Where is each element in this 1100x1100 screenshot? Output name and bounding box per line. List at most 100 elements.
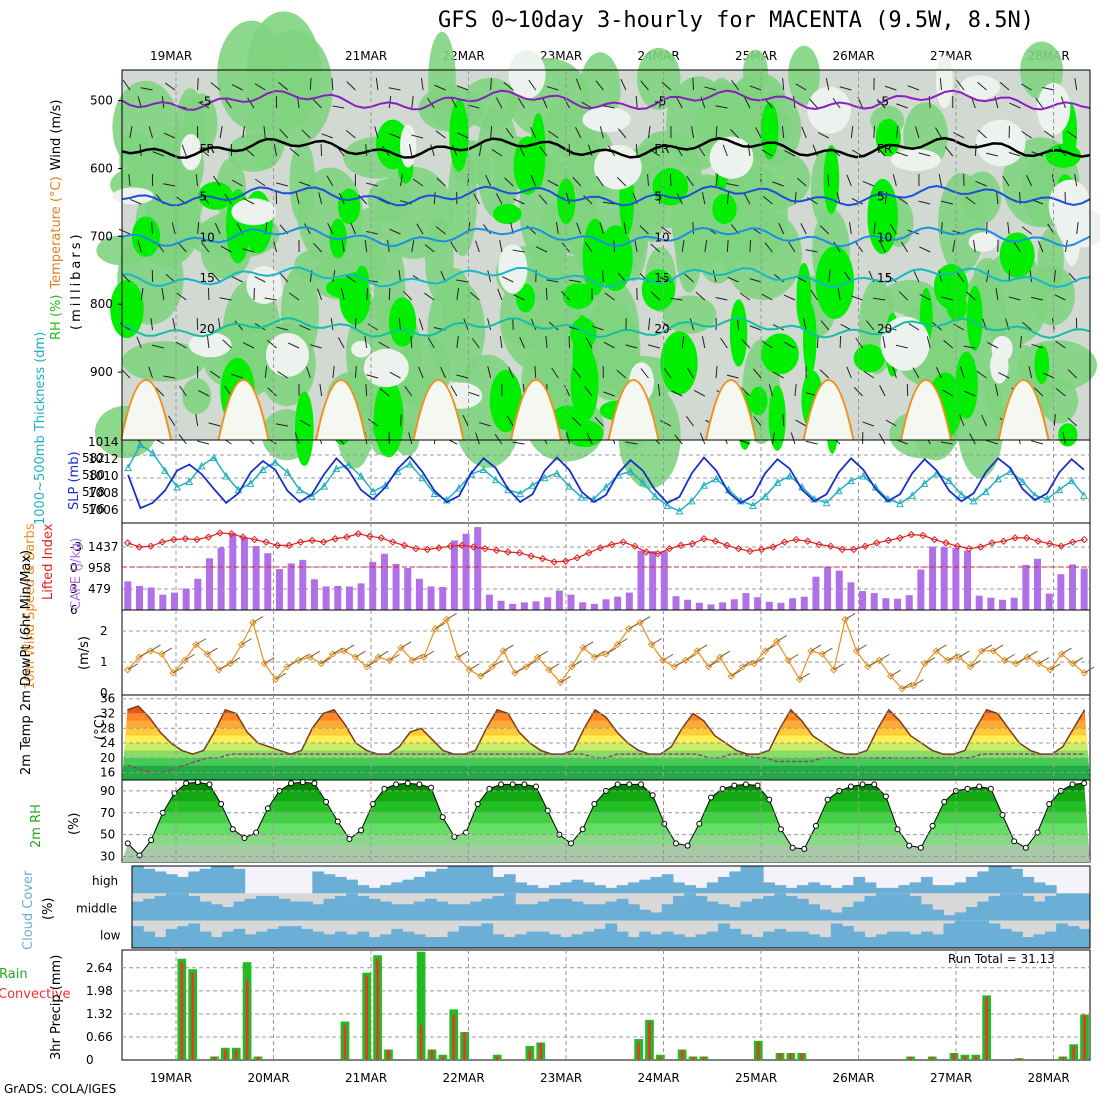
wind-barb-10m [548,663,560,671]
cloud-bar [210,866,223,894]
li-point [1057,542,1065,550]
cloud-bar [391,904,403,921]
wind-barb [661,81,672,91]
wind-barb [485,174,492,187]
cloud-bar [605,901,618,921]
temp-band [122,684,1090,699]
wind-barb [1021,130,1032,139]
cloud-bar [1033,882,1046,894]
li-point [1045,540,1054,548]
wind-barb [788,241,796,253]
cape-bar [567,594,575,610]
wind-barb [695,291,706,301]
rh-point [976,783,983,790]
wind-barb [956,272,965,283]
wind-barb [198,390,210,397]
cloud-bar [571,901,584,921]
rh-contour-high [999,232,1035,278]
wind-barb [849,222,852,235]
wind-barb [326,175,334,187]
isotherm-line [121,136,1091,159]
rh-contour-high [660,331,698,395]
wind-barb [995,288,999,301]
wind-barb [140,87,153,91]
wind-barb [882,336,886,349]
cape-bar [264,553,272,610]
wind-barb [846,174,852,187]
wind-barb [819,369,830,379]
wind-barb-10m [719,650,731,658]
thickness-point [687,496,696,505]
cape-bar [660,551,668,610]
wind-barb [647,173,649,187]
wind-barb [365,143,368,157]
wind-barb [340,288,345,301]
wind-tick: 1 [100,655,108,669]
cloud-bar [312,931,325,948]
rh-contour-high [966,285,983,351]
isotherm-label: 20 [877,322,892,336]
wind-barb [953,323,965,331]
wind-barb-10m [1061,647,1072,655]
wind-barb [490,125,493,139]
wind-barb [801,126,807,139]
li-point [147,542,155,550]
wind-barb [487,270,492,283]
rh-point [824,796,831,803]
thickness-tick: 582 [82,451,105,465]
cape-bar [882,598,890,610]
cloud-bar [199,901,212,921]
rh-contour-mid [119,131,151,191]
wind-barb [513,198,525,205]
wind-barb [136,336,142,349]
cloud-bar [132,901,144,921]
cape-bar [275,569,283,610]
wind-barb [907,85,920,91]
wind-barb [634,240,638,253]
wind-barb [862,421,875,427]
wind-barb [976,370,987,379]
wind-barb [986,270,990,283]
cloud-bar [819,885,832,894]
thickness-point [344,460,353,469]
cloud-bar [244,934,257,948]
wind-barb [1007,222,1010,235]
wind-barb-10m [172,666,184,674]
slp-tick: 1010 [88,469,119,483]
wind-barb [896,103,908,109]
pressure-tick: 900 [90,365,113,379]
wind-barb-10m [537,650,548,658]
wind-barb [603,391,615,397]
temp-line [127,705,1086,755]
wind-barb [365,383,368,397]
wind-barb [434,84,446,91]
rh-band [122,823,1090,835]
cloud-bar [1044,896,1057,921]
thickness-point [822,498,831,507]
cape-bar [614,596,622,610]
wind-barb [850,126,854,139]
li-point [861,542,869,550]
rh-point [847,783,854,790]
cloud-bar [278,926,291,948]
rh-point [649,792,656,799]
wind-barb [535,246,548,253]
li-point [515,549,524,557]
thickness-tick: 578 [82,485,105,499]
li-point [504,548,512,556]
wind-barb [863,370,875,379]
wind-barb-10m [867,660,879,668]
date-tick-bottom: 26MAR [833,1071,875,1085]
wind-barb [299,419,311,427]
wind-barb [755,127,762,139]
precip-convective-bar [1061,1056,1065,1060]
isotherm-label: FR [199,142,214,156]
wind-barb [996,192,999,205]
wind-barb [400,174,403,187]
wind-barb [231,179,243,187]
thickness-line [127,443,1085,512]
cloud-bar [165,893,178,921]
wind-barb [809,98,818,109]
cloud-bar [808,904,821,921]
cape-bar [194,578,202,610]
